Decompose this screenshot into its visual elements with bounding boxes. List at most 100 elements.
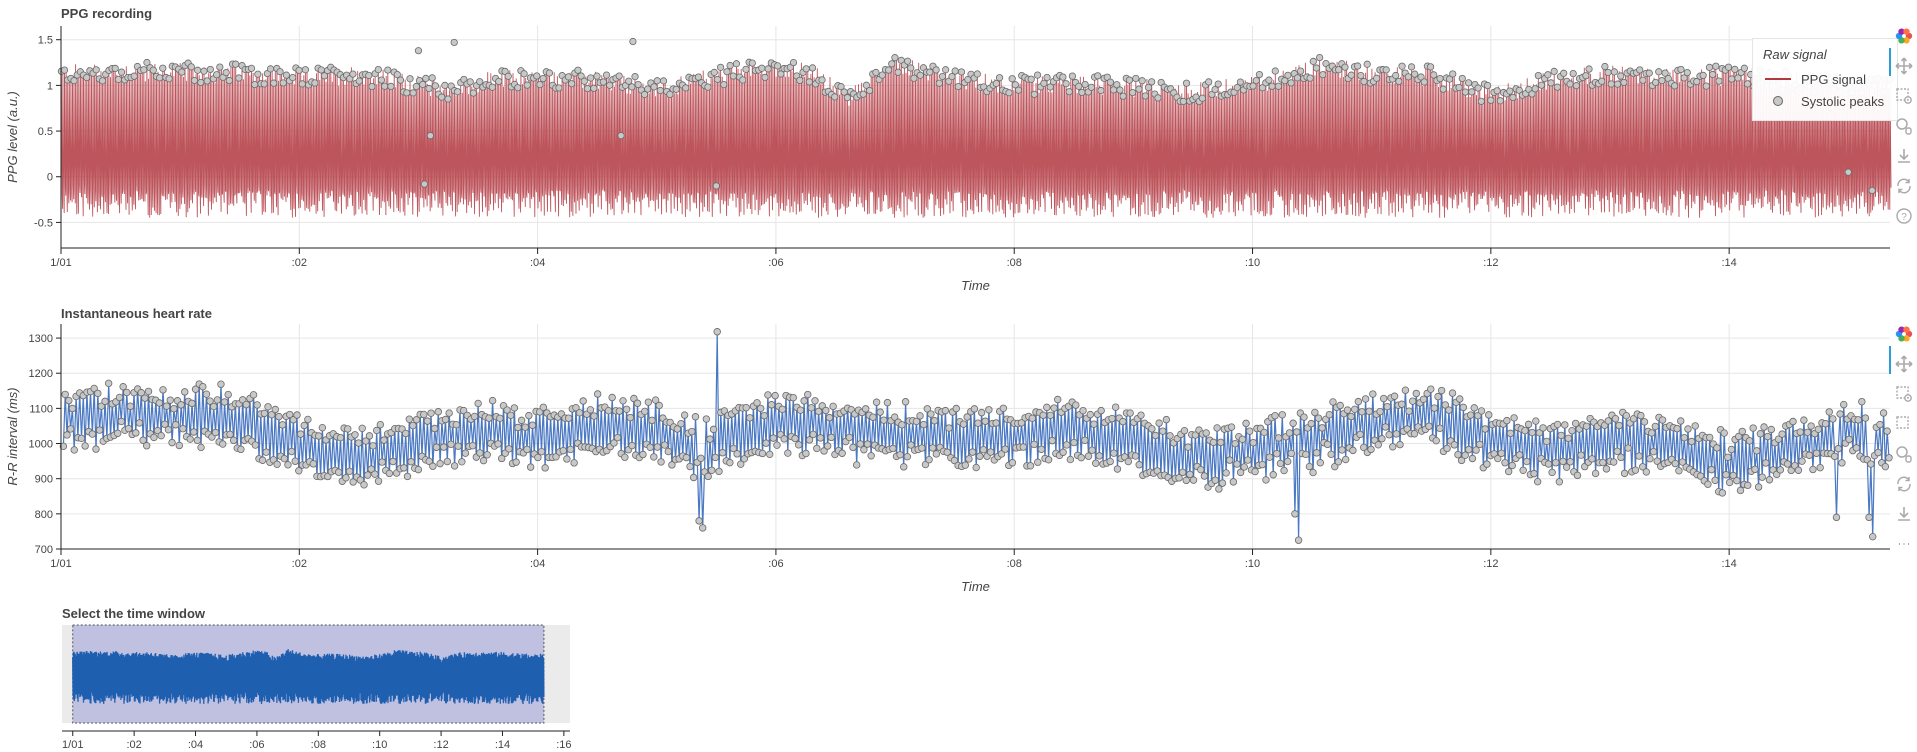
legend-item-ppg-signal[interactable]: PPG signal bbox=[1763, 68, 1887, 90]
rr-interval-point bbox=[1374, 441, 1382, 449]
rr-interval-point bbox=[986, 448, 995, 456]
rr-interval-point bbox=[1758, 473, 1766, 481]
rr-interval-point bbox=[1079, 406, 1087, 415]
systolic-peak-point bbox=[599, 78, 607, 86]
systolic-peak-point bbox=[536, 80, 544, 89]
systolic-peak-point bbox=[704, 83, 712, 91]
rr-interval-point bbox=[695, 517, 703, 525]
systolic-peak-point bbox=[428, 74, 436, 82]
y-tick-label: 800 bbox=[35, 509, 53, 521]
y-tick-label: 1.5 bbox=[38, 35, 53, 47]
rr-interval-point bbox=[1155, 419, 1163, 427]
rr-interval-point bbox=[420, 410, 428, 419]
systolic-peak-point bbox=[1312, 64, 1321, 72]
systolic-peak-point bbox=[1868, 186, 1876, 195]
ppg-chart[interactable]: 1/01:02:04:06:08:10:12:14 -0.5 0 0.5 1 1.5 Tim… bbox=[0, 20, 1905, 320]
rr-interval-point bbox=[1197, 465, 1205, 474]
rr-interval-point bbox=[1854, 416, 1862, 424]
rr-interval-point bbox=[628, 441, 636, 450]
rr-interval-point bbox=[1309, 468, 1317, 477]
systolic-peak-point bbox=[1284, 71, 1292, 79]
pan-icon[interactable] bbox=[1894, 56, 1914, 76]
wheel-zoom-icon[interactable] bbox=[1894, 116, 1914, 136]
systolic-peak-point bbox=[1658, 77, 1666, 85]
systolic-peak-point bbox=[1636, 66, 1644, 74]
save-icon[interactable] bbox=[1894, 146, 1914, 166]
rr-interval-point bbox=[668, 461, 676, 469]
rr-interval-point bbox=[572, 404, 580, 412]
rr-interval-point bbox=[1090, 420, 1098, 428]
hr-chart[interactable]: 1/01:02:04:06:08:10:12:14 700 800 900 1000 11… bbox=[0, 318, 1905, 608]
rr-interval-point bbox=[608, 393, 616, 402]
rr-interval-point bbox=[479, 456, 488, 465]
rr-interval-point bbox=[512, 458, 520, 466]
rr-interval-point bbox=[1506, 429, 1515, 438]
systolic-peak-point bbox=[796, 76, 804, 84]
navigator-chart[interactable]: 1/01:02:04:06:08:10:12:14:16 bbox=[0, 620, 600, 750]
rr-interval-point bbox=[872, 398, 881, 406]
box-zoom-icon[interactable] bbox=[1894, 86, 1914, 106]
rr-interval-point bbox=[566, 445, 575, 454]
rr-interval-point bbox=[827, 433, 836, 442]
systolic-peak-point bbox=[859, 90, 867, 98]
systolic-peak-point bbox=[712, 182, 720, 190]
rr-interval-point bbox=[579, 397, 587, 405]
systolic-peak-point bbox=[666, 90, 674, 98]
systolic-peak-point bbox=[488, 83, 497, 91]
rr-interval-point bbox=[434, 408, 442, 416]
systolic-peak-point bbox=[1236, 78, 1245, 86]
rr-interval-point bbox=[1796, 428, 1804, 436]
reset-icon[interactable] bbox=[1894, 474, 1914, 494]
systolic-peak-point bbox=[282, 71, 290, 79]
systolic-peak-point bbox=[1392, 71, 1400, 80]
rr-interval-point bbox=[1408, 397, 1417, 405]
legend-item-systolic-peaks[interactable]: Systolic peaks bbox=[1763, 90, 1887, 112]
rr-interval-point bbox=[1588, 455, 1596, 463]
box-select-icon[interactable] bbox=[1894, 414, 1914, 434]
nav-x-tick-label: :16 bbox=[556, 739, 571, 750]
rr-interval-point bbox=[1289, 419, 1297, 427]
systolic-peak-point bbox=[907, 64, 915, 72]
rr-interval-point bbox=[452, 420, 461, 429]
save-icon[interactable] bbox=[1894, 504, 1914, 524]
rr-interval-point bbox=[1095, 452, 1104, 460]
nav-x-tick-label: :02 bbox=[126, 739, 141, 750]
rr-interval-point bbox=[552, 453, 560, 461]
rr-interval-point bbox=[450, 462, 459, 470]
rr-interval-point bbox=[65, 396, 73, 405]
rr-interval-point bbox=[1718, 489, 1727, 497]
rr-interval-point bbox=[1262, 476, 1270, 484]
systolic-peak-point bbox=[1398, 62, 1406, 70]
rr-interval-point bbox=[1077, 453, 1085, 462]
rr-interval-point bbox=[1836, 410, 1844, 418]
box-zoom-icon[interactable] bbox=[1894, 384, 1914, 404]
more-icon[interactable] bbox=[1894, 534, 1914, 554]
rr-interval-point bbox=[483, 451, 491, 459]
rr-interval-point bbox=[1367, 445, 1375, 454]
rr-interval-point bbox=[1687, 437, 1696, 446]
y-tick-label: 0 bbox=[47, 172, 53, 184]
help-icon[interactable]: ? bbox=[1894, 206, 1914, 226]
systolic-peak-point bbox=[1712, 62, 1720, 70]
wheel-zoom-icon[interactable] bbox=[1894, 444, 1914, 464]
rr-interval-point bbox=[1881, 462, 1890, 471]
bokeh-logo-icon[interactable] bbox=[1894, 26, 1914, 46]
rr-interval-point bbox=[985, 406, 993, 414]
systolic-peak-point bbox=[1610, 68, 1618, 76]
rr-interval-point bbox=[1738, 427, 1746, 436]
systolic-peak-point bbox=[466, 78, 474, 86]
rr-interval-point bbox=[1874, 448, 1882, 457]
reset-icon[interactable] bbox=[1894, 176, 1914, 196]
rr-interval-point bbox=[1251, 467, 1259, 476]
systolic-peak-point bbox=[1144, 83, 1153, 92]
bokeh-logo-icon[interactable] bbox=[1894, 324, 1914, 344]
rr-interval-point bbox=[1816, 463, 1824, 472]
rr-interval-point bbox=[811, 397, 819, 405]
rr-interval-point bbox=[805, 436, 814, 444]
rr-interval-point bbox=[1561, 421, 1569, 429]
rr-interval-point bbox=[680, 411, 689, 419]
rr-interval-point bbox=[1691, 422, 1699, 430]
systolic-peak-point bbox=[1607, 80, 1615, 88]
pan-icon[interactable] bbox=[1894, 354, 1914, 374]
rr-interval-point bbox=[809, 430, 817, 439]
